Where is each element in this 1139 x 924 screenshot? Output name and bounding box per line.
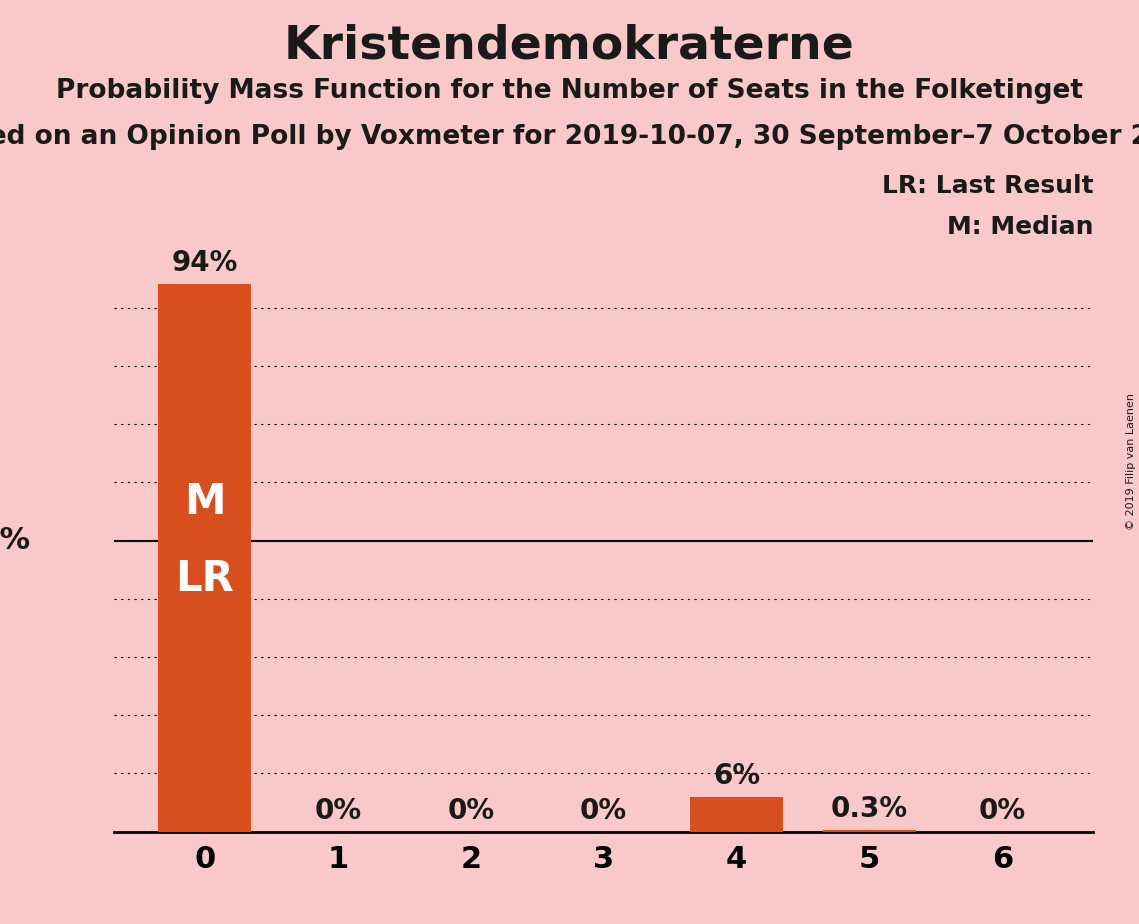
Bar bbox=[158, 285, 252, 832]
Text: 6%: 6% bbox=[713, 761, 760, 790]
Bar bbox=[690, 796, 784, 832]
Text: 0.3%: 0.3% bbox=[831, 795, 908, 823]
Text: 50%: 50% bbox=[0, 526, 31, 555]
Text: M: Median: M: Median bbox=[947, 214, 1093, 238]
Text: © 2019 Filip van Laenen: © 2019 Filip van Laenen bbox=[1126, 394, 1136, 530]
Text: Kristendemokraterne: Kristendemokraterne bbox=[284, 23, 855, 68]
Text: 0%: 0% bbox=[580, 796, 628, 824]
Text: LR: Last Result: LR: Last Result bbox=[882, 174, 1093, 198]
Text: 0%: 0% bbox=[448, 796, 494, 824]
Text: M: M bbox=[185, 481, 226, 523]
Text: 0%: 0% bbox=[978, 796, 1026, 824]
Text: LR: LR bbox=[175, 558, 235, 600]
Text: 94%: 94% bbox=[172, 249, 238, 277]
Bar bbox=[823, 830, 916, 832]
Text: 0%: 0% bbox=[314, 796, 361, 824]
Text: Probability Mass Function for the Number of Seats in the Folketinget: Probability Mass Function for the Number… bbox=[56, 78, 1083, 103]
Text: Based on an Opinion Poll by Voxmeter for 2019-10-07, 30 September–7 October 2019: Based on an Opinion Poll by Voxmeter for… bbox=[0, 124, 1139, 150]
